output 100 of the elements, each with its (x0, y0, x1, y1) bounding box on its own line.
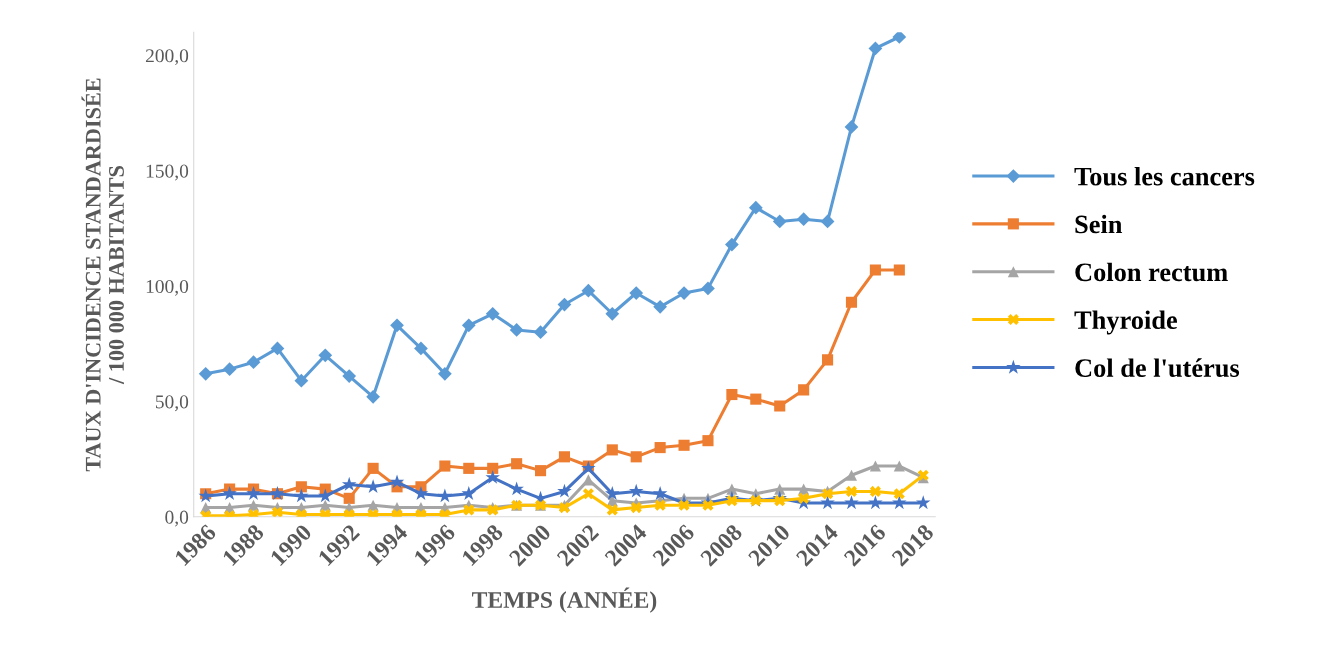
legend-label: Col de l'utérus (1075, 358, 1240, 378)
point (341, 476, 357, 491)
point (318, 488, 333, 503)
point (366, 389, 380, 404)
point (198, 366, 213, 381)
point (509, 323, 524, 337)
point (726, 483, 738, 495)
x-axis-title: TEMPS (ANNÉE) (472, 587, 657, 613)
point (628, 483, 644, 498)
point (844, 495, 859, 510)
point (367, 462, 379, 474)
point (844, 120, 859, 134)
point (533, 325, 548, 340)
point (582, 488, 594, 500)
point (270, 341, 285, 356)
point (485, 306, 500, 321)
point (557, 483, 572, 498)
point (606, 444, 618, 456)
point (796, 212, 811, 227)
point (605, 486, 620, 500)
point (798, 384, 810, 396)
point (294, 488, 309, 503)
point (893, 460, 905, 472)
legend-label: Sein (1075, 214, 1123, 234)
point (509, 481, 524, 496)
point (487, 462, 499, 474)
point (726, 495, 738, 507)
point (678, 439, 690, 451)
point (463, 462, 475, 474)
point (820, 495, 835, 510)
point (558, 451, 571, 463)
point (222, 362, 237, 377)
point (892, 32, 907, 44)
point (654, 442, 666, 454)
point (629, 286, 644, 300)
point (893, 264, 905, 276)
point (463, 504, 475, 516)
legend-label: Tous les cancers (1074, 166, 1255, 186)
y-tick-label: 200,0 (145, 49, 189, 66)
point (678, 499, 690, 511)
point (726, 388, 738, 401)
point (439, 460, 451, 472)
point (605, 306, 620, 321)
point (511, 458, 523, 470)
point (295, 481, 307, 493)
point (365, 479, 381, 493)
point (246, 486, 261, 500)
y-tick-label: 100,0 (146, 279, 189, 296)
point (701, 281, 715, 296)
legend-label: Thyroide (1074, 310, 1178, 335)
point (845, 296, 858, 308)
point (271, 506, 283, 517)
point (845, 469, 858, 481)
point (652, 486, 668, 500)
y-tick-label: 150,0 (146, 164, 189, 181)
point (294, 373, 309, 388)
point (774, 495, 786, 507)
point (702, 499, 714, 511)
point (654, 499, 666, 511)
y-tick-label: 50,0 (155, 395, 189, 412)
point (389, 474, 405, 489)
point (246, 355, 261, 370)
point (342, 369, 357, 383)
point (774, 483, 786, 495)
y-axis-title: TAUX D'INCIDENCE STANDARDISÉE / 100 000 HABITANTS (81, 78, 124, 472)
point (437, 366, 452, 381)
point (630, 451, 642, 463)
point (725, 237, 739, 252)
point (892, 495, 907, 510)
point (750, 393, 762, 405)
point (222, 486, 237, 500)
point (534, 465, 547, 477)
point (581, 283, 596, 298)
point (869, 460, 881, 472)
point (774, 400, 786, 412)
legend-label: Colon rectum (1075, 262, 1228, 282)
point (461, 318, 476, 333)
point (461, 486, 477, 500)
point (437, 488, 453, 503)
point (798, 492, 810, 504)
point (748, 200, 763, 215)
point (318, 348, 333, 363)
point (413, 486, 429, 500)
point (869, 264, 881, 276)
point (822, 354, 834, 366)
point (606, 504, 618, 516)
point (343, 492, 355, 504)
point (915, 495, 931, 510)
point (630, 502, 642, 514)
point (772, 214, 787, 229)
point (702, 435, 714, 447)
point (868, 41, 883, 56)
point (868, 495, 883, 510)
point (485, 469, 500, 484)
point (414, 341, 428, 356)
point (653, 299, 668, 314)
point (869, 485, 881, 497)
point (893, 488, 905, 500)
point (390, 318, 404, 333)
point (845, 485, 858, 497)
